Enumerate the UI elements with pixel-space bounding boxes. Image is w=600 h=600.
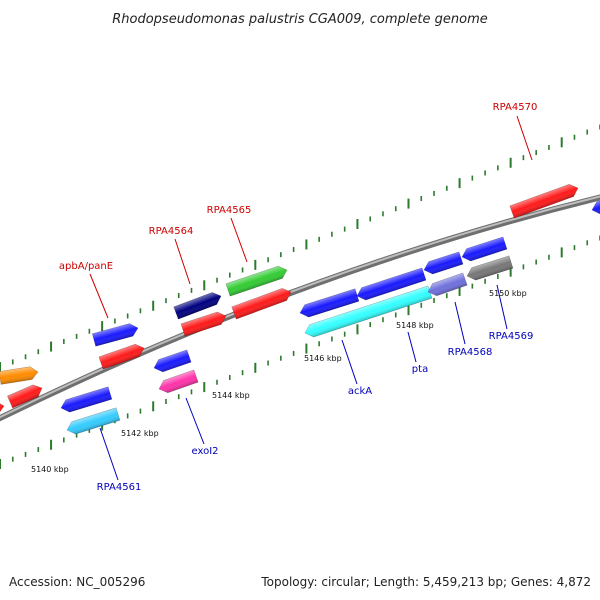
ruler-label: 5142 kbp bbox=[121, 429, 159, 438]
gene-label: RPA4564 bbox=[149, 226, 194, 237]
leader-line bbox=[341, 339, 358, 385]
gene-arrow[interactable] bbox=[0, 400, 5, 415]
gene-features bbox=[0, 182, 600, 436]
leader-line bbox=[230, 217, 248, 263]
gene-label: pta bbox=[412, 364, 428, 375]
leader-line bbox=[89, 273, 109, 319]
gene-arrow[interactable] bbox=[157, 369, 199, 395]
gene-arrow[interactable] bbox=[59, 386, 113, 414]
gene-label: RPA4565 bbox=[207, 205, 252, 216]
topology-summary: Topology: circular; Length: 5,459,213 bp… bbox=[260, 575, 591, 589]
reverse-gene-labels: RPA4561 exoI2 ackA pta RPA4568 RPA4569 bbox=[97, 331, 534, 493]
gene-label: RPA4561 bbox=[97, 482, 142, 493]
gene-arrow[interactable] bbox=[465, 255, 514, 282]
gene-arrow[interactable] bbox=[0, 366, 39, 385]
leader-line bbox=[174, 238, 191, 285]
forward-gene-labels: apbA/panE RPA4564 RPA4565 RPA4570 bbox=[59, 102, 537, 272]
gene-arrow[interactable] bbox=[225, 264, 289, 297]
leader-line bbox=[496, 284, 508, 330]
map-title: Rhodopseudomonas palustris CGA009, compl… bbox=[112, 12, 488, 27]
gene-arrow[interactable] bbox=[422, 251, 464, 276]
ruler-label: 5140 kbp bbox=[31, 465, 69, 474]
gene-label: exoI2 bbox=[191, 446, 218, 457]
leader-line bbox=[407, 331, 417, 363]
gene-arrow[interactable] bbox=[426, 272, 468, 298]
leader-line bbox=[516, 115, 533, 161]
gene-arrow[interactable] bbox=[6, 382, 44, 409]
ruler-label: 5144 kbp bbox=[212, 391, 250, 400]
leader-line bbox=[99, 427, 119, 481]
ruler-label: 5148 kbp bbox=[396, 321, 434, 330]
label-leader-lines bbox=[89, 115, 533, 481]
ruler-label: 5146 kbp bbox=[304, 354, 342, 363]
gene-label: RPA4568 bbox=[448, 347, 493, 358]
gene-arrow[interactable] bbox=[180, 310, 228, 337]
gene-arrow[interactable] bbox=[173, 290, 224, 320]
gene-arrow[interactable] bbox=[98, 342, 146, 370]
gene-arrow[interactable] bbox=[509, 182, 580, 219]
gene-arrow[interactable] bbox=[303, 285, 433, 339]
gene-label: ackA bbox=[348, 386, 372, 397]
gene-label: apbA/panE bbox=[59, 261, 113, 272]
gene-arrow[interactable] bbox=[298, 288, 360, 319]
gene-arrow[interactable] bbox=[152, 349, 192, 374]
gene-arrow[interactable] bbox=[231, 286, 293, 320]
gene-label: RPA4570 bbox=[493, 102, 538, 113]
gene-arrow[interactable] bbox=[590, 199, 600, 216]
tick-marks bbox=[0, 124, 600, 469]
gene-arrow[interactable] bbox=[355, 267, 427, 302]
gene-arrow[interactable] bbox=[460, 236, 508, 263]
leader-line bbox=[454, 301, 466, 345]
accession-text: Accession: NC_005296 bbox=[9, 575, 145, 589]
ruler-label: 5150 kbp bbox=[489, 289, 527, 298]
gene-arrow[interactable] bbox=[65, 407, 121, 436]
gene-arrow[interactable] bbox=[91, 322, 139, 347]
gene-label: RPA4569 bbox=[489, 331, 534, 342]
ruler-labels: 5140 kbp 5142 kbp 5144 kbp 5146 kbp 5148… bbox=[31, 289, 527, 474]
genome-backbone bbox=[0, 194, 600, 422]
leader-line bbox=[185, 397, 205, 445]
